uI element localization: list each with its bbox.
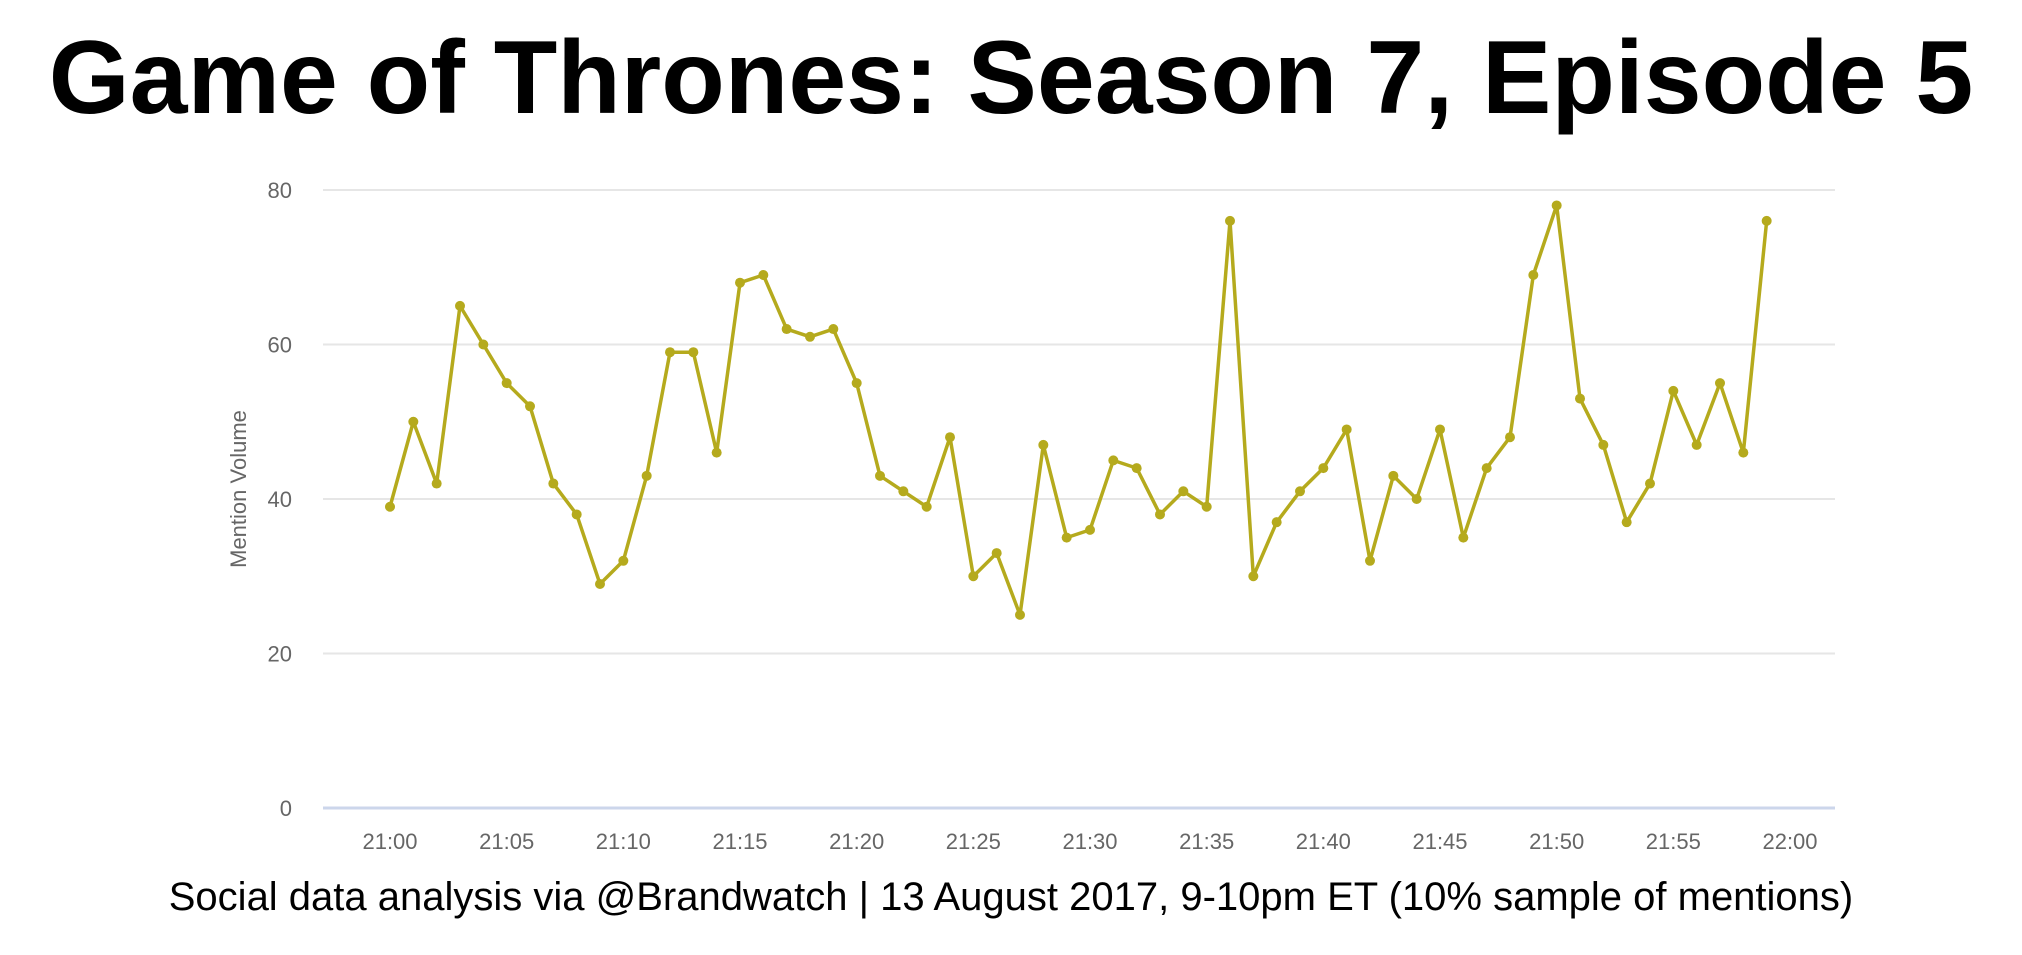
data-point[interactable] bbox=[921, 501, 932, 512]
x-tick-label: 21:40 bbox=[1296, 829, 1351, 854]
data-point[interactable] bbox=[1738, 447, 1749, 458]
data-point[interactable] bbox=[1575, 393, 1585, 404]
data-point[interactable] bbox=[968, 571, 979, 582]
data-point[interactable] bbox=[1085, 524, 1095, 535]
data-point[interactable] bbox=[758, 269, 769, 280]
data-point[interactable] bbox=[1505, 432, 1515, 443]
data-point[interactable] bbox=[455, 300, 465, 311]
data-point[interactable] bbox=[641, 470, 652, 481]
data-point[interactable] bbox=[1341, 424, 1352, 435]
y-tick-label: 60 bbox=[268, 333, 292, 358]
data-point[interactable] bbox=[1015, 609, 1025, 620]
series-layer bbox=[385, 200, 1772, 620]
data-point[interactable] bbox=[898, 486, 909, 497]
y-tick-label: 40 bbox=[268, 487, 292, 512]
data-point[interactable] bbox=[408, 416, 419, 427]
data-point[interactable] bbox=[1038, 439, 1049, 450]
y-tick-label: 0 bbox=[280, 796, 292, 821]
data-point[interactable] bbox=[851, 378, 862, 389]
data-point[interactable] bbox=[1481, 463, 1492, 474]
data-point[interactable] bbox=[1201, 501, 1212, 512]
x-tick-label: 22:00 bbox=[1762, 829, 1817, 854]
data-point[interactable] bbox=[828, 324, 839, 335]
data-point[interactable] bbox=[385, 501, 395, 512]
x-tick-label: 21:20 bbox=[829, 829, 884, 854]
data-point[interactable] bbox=[1551, 200, 1562, 211]
data-point[interactable] bbox=[478, 339, 489, 350]
data-point[interactable] bbox=[501, 378, 512, 389]
chart-caption: Social data analysis via @Brandwatch | 1… bbox=[168, 875, 1854, 919]
data-point[interactable] bbox=[1271, 517, 1282, 528]
x-tick-label: 21:25 bbox=[946, 829, 1001, 854]
y-tick-label: 80 bbox=[268, 178, 292, 203]
data-point[interactable] bbox=[991, 548, 1002, 559]
data-point[interactable] bbox=[548, 478, 559, 489]
data-point[interactable] bbox=[1365, 555, 1375, 566]
data-point[interactable] bbox=[1598, 439, 1609, 450]
data-point[interactable] bbox=[431, 478, 442, 489]
data-point[interactable] bbox=[1131, 463, 1142, 474]
data-point[interactable] bbox=[1388, 470, 1399, 481]
x-tick-label: 21:30 bbox=[1062, 829, 1117, 854]
x-tick-label: 21:55 bbox=[1646, 829, 1701, 854]
data-point[interactable] bbox=[711, 447, 722, 458]
data-point[interactable] bbox=[1668, 385, 1679, 396]
data-point[interactable] bbox=[1155, 509, 1165, 520]
data-point[interactable] bbox=[735, 277, 745, 288]
data-point[interactable] bbox=[1318, 463, 1329, 474]
data-point[interactable] bbox=[1108, 455, 1119, 466]
y-tick-label: 20 bbox=[268, 642, 292, 667]
x-tick-label: 21:35 bbox=[1179, 829, 1234, 854]
data-point[interactable] bbox=[571, 509, 582, 520]
data-point[interactable] bbox=[1178, 486, 1189, 497]
data-point[interactable] bbox=[1691, 439, 1702, 450]
x-tick-label: 21:10 bbox=[596, 829, 651, 854]
y-axis-title: Mention Volume bbox=[226, 410, 251, 568]
data-point[interactable] bbox=[1715, 378, 1725, 389]
x-axis-tick-labels: 21:00 21:05 21:10 21:15 21:20 21:25 21:30 21:35… bbox=[362, 829, 1817, 854]
series-line bbox=[388, 203, 1769, 617]
data-point[interactable] bbox=[1225, 215, 1235, 226]
data-point[interactable] bbox=[525, 401, 535, 412]
data-point[interactable] bbox=[1435, 424, 1445, 435]
x-tick-label: 21:05 bbox=[479, 829, 534, 854]
data-point[interactable] bbox=[1528, 269, 1539, 280]
data-point[interactable] bbox=[1645, 478, 1655, 489]
data-point[interactable] bbox=[1295, 486, 1305, 497]
x-tick-label: 21:45 bbox=[1412, 829, 1467, 854]
gridlines bbox=[323, 189, 1835, 655]
data-point[interactable] bbox=[1761, 215, 1772, 226]
data-point[interactable] bbox=[781, 324, 792, 335]
x-tick-label: 21:50 bbox=[1529, 829, 1584, 854]
data-point[interactable] bbox=[665, 347, 675, 358]
y-axis-tick-labels: 0 20 40 60 80 bbox=[268, 178, 292, 821]
data-point[interactable] bbox=[595, 578, 605, 589]
x-tick-label: 21:15 bbox=[712, 829, 767, 854]
data-point[interactable] bbox=[945, 432, 955, 443]
data-point[interactable] bbox=[805, 331, 815, 342]
data-point[interactable] bbox=[875, 470, 885, 481]
data-point[interactable] bbox=[1458, 532, 1469, 543]
x-tick-label: 21:00 bbox=[362, 829, 417, 854]
data-point[interactable] bbox=[1061, 532, 1072, 543]
data-point[interactable] bbox=[1411, 494, 1422, 504]
data-point[interactable] bbox=[1621, 517, 1632, 528]
data-point[interactable] bbox=[688, 347, 699, 358]
data-point[interactable] bbox=[1248, 571, 1259, 582]
chart-title: Game of Thrones: Season 7, Episode 5 bbox=[48, 20, 1974, 136]
data-point[interactable] bbox=[618, 555, 629, 566]
